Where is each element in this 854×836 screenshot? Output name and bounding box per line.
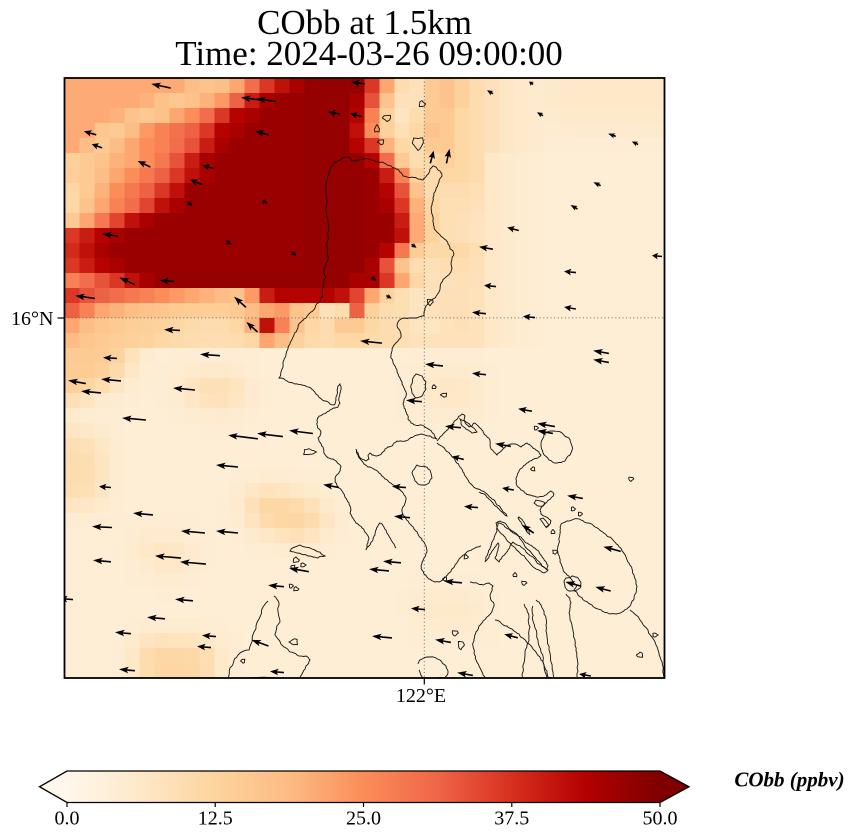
svg-text:37.5: 37.5 [494, 808, 529, 830]
svg-text:16°N: 16°N [11, 308, 53, 330]
svg-text:50.0: 50.0 [643, 808, 678, 830]
svg-text:25.0: 25.0 [346, 808, 381, 830]
svg-text:0.0: 0.0 [55, 808, 80, 830]
svg-text:CObb at 1.5km: CObb at 1.5km [257, 3, 472, 42]
svg-text:122°E: 122°E [396, 685, 446, 707]
svg-text:Time: 2024-03-26 09:00:00: Time: 2024-03-26 09:00:00 [175, 34, 563, 73]
svg-text:CObb (ppbv): CObb (ppbv) [734, 768, 844, 792]
svg-text:12.5: 12.5 [198, 808, 233, 830]
